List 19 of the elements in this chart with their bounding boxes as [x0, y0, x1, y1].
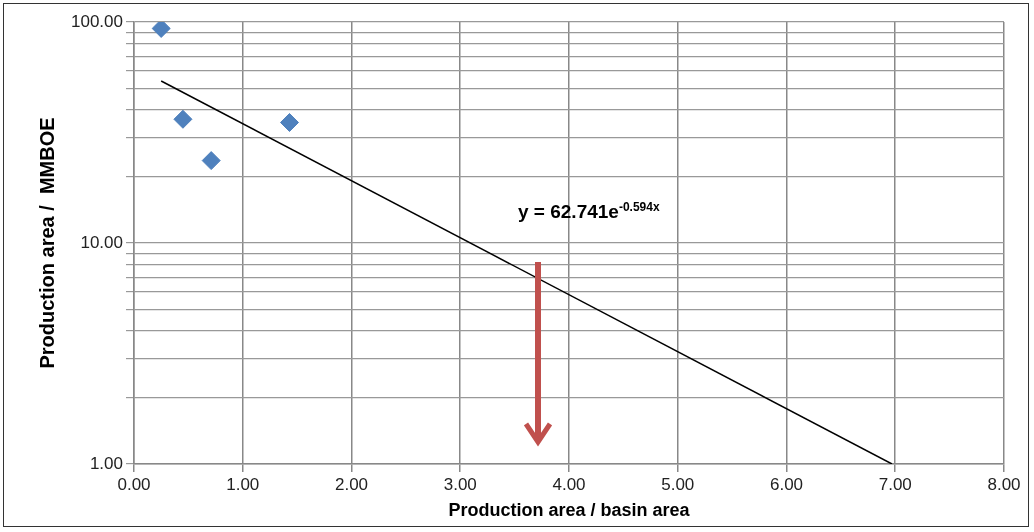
- y-tick-label: 10.00: [80, 232, 123, 252]
- point: [173, 109, 193, 129]
- point: [201, 151, 221, 171]
- x-tick-label: 1.00: [226, 474, 260, 494]
- x-tick-label: 6.00: [769, 474, 804, 494]
- x-tick-label: 3.00: [443, 474, 477, 494]
- y-axis-title: Production area / MMBOE: [35, 117, 58, 369]
- annotation: y = 62.741e$^{-0.594x}$: [518, 200, 660, 224]
- x-tick-label: 2.00: [334, 474, 369, 494]
- point: [280, 112, 300, 132]
- x-tick-label: 0.00: [117, 474, 151, 494]
- x-tick-label: 8.00: [987, 474, 1021, 494]
- x-axis-title: Production area / basin area: [448, 500, 691, 521]
- point: [151, 22, 171, 38]
- x-tick-label: 4.00: [552, 474, 586, 494]
- x-tick-label: 5.00: [661, 474, 695, 494]
- x-tick-label: 7.00: [878, 474, 912, 494]
- y-tick-label: 1.00: [89, 453, 123, 473]
- y-tick-label: 100.00: [71, 11, 123, 31]
